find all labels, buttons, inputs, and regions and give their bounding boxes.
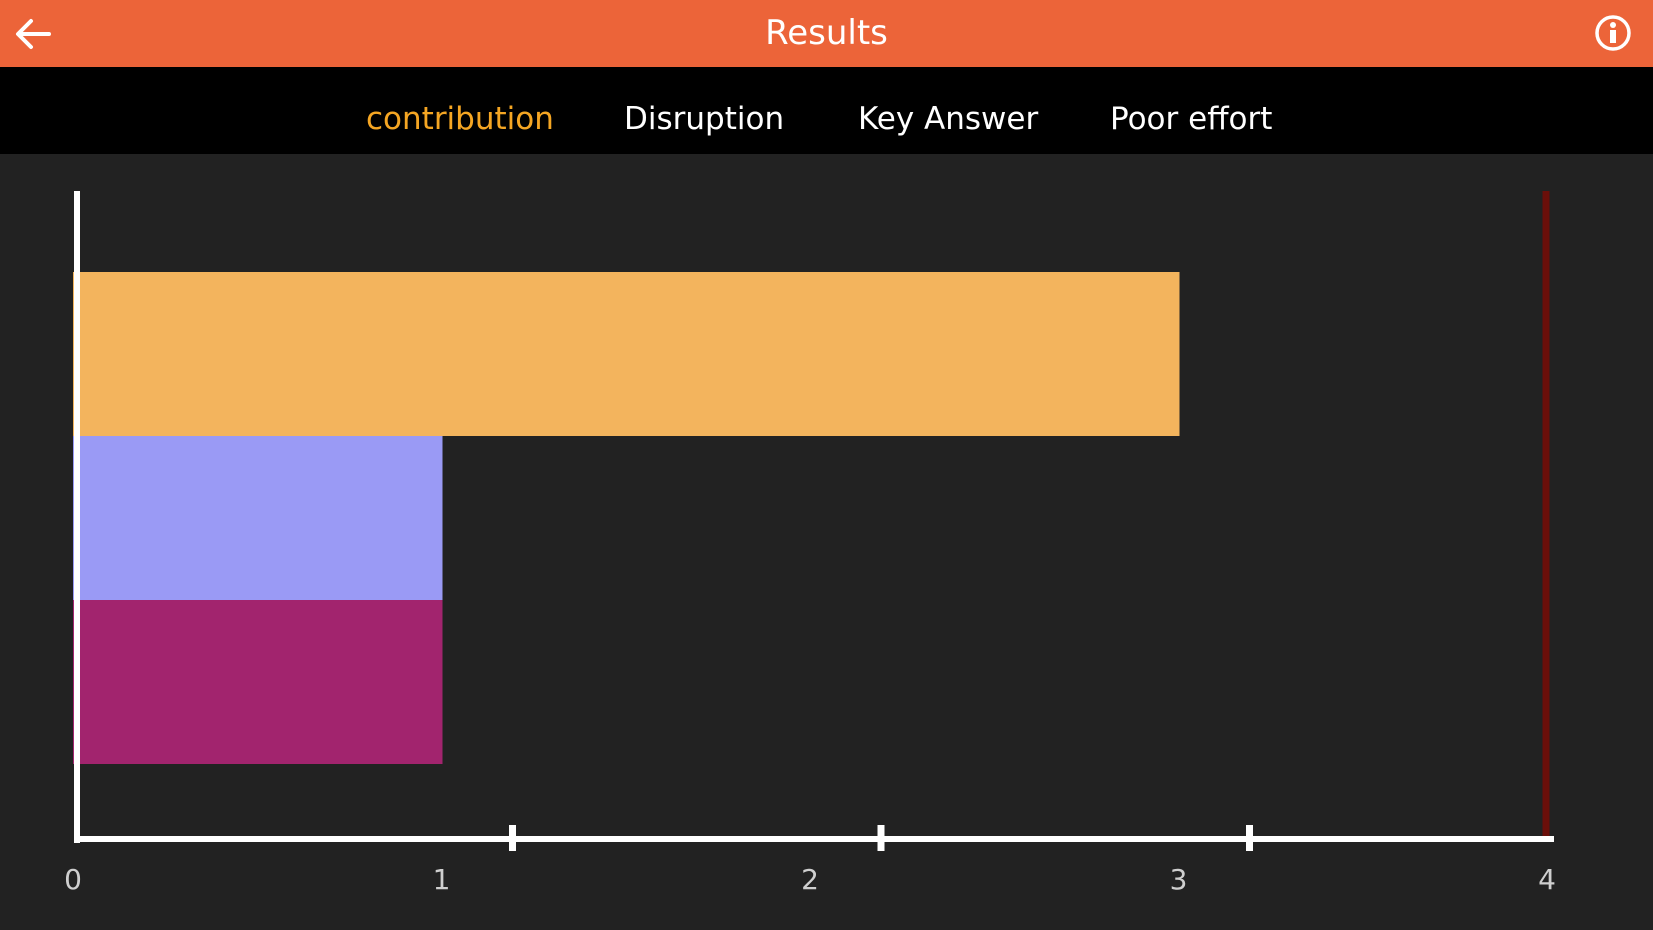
info-icon: [1595, 15, 1631, 51]
tab-key-answer[interactable]: Key Answer: [858, 101, 1039, 137]
tab-contribution[interactable]: contribution: [366, 101, 554, 137]
page-title: Results: [765, 13, 888, 53]
tab-poor-effort[interactable]: Poor effort: [1110, 101, 1273, 137]
x-tick-label-1: 1: [433, 863, 451, 896]
x-tick-label-2: 2: [801, 863, 819, 896]
info-button[interactable]: [1593, 13, 1633, 53]
bar-1: [73, 272, 1180, 436]
back-button[interactable]: [10, 11, 56, 57]
app-header: Results: [0, 0, 1653, 67]
x-tick-label-4: 4: [1538, 863, 1556, 896]
arrow-left-icon: [16, 19, 51, 49]
bar-chart-svg: 0 1 2 3 4: [64, 191, 1556, 896]
bar-3: [73, 600, 443, 764]
x-tick-label-3: 3: [1170, 863, 1188, 896]
results-chart: 0 1 2 3 4: [0, 154, 1653, 930]
bar-2: [73, 436, 443, 600]
x-tick-label-0: 0: [64, 863, 82, 896]
tab-disruption[interactable]: Disruption: [624, 101, 785, 137]
tab-bar: contribution Disruption Key Answer Poor …: [0, 67, 1653, 154]
